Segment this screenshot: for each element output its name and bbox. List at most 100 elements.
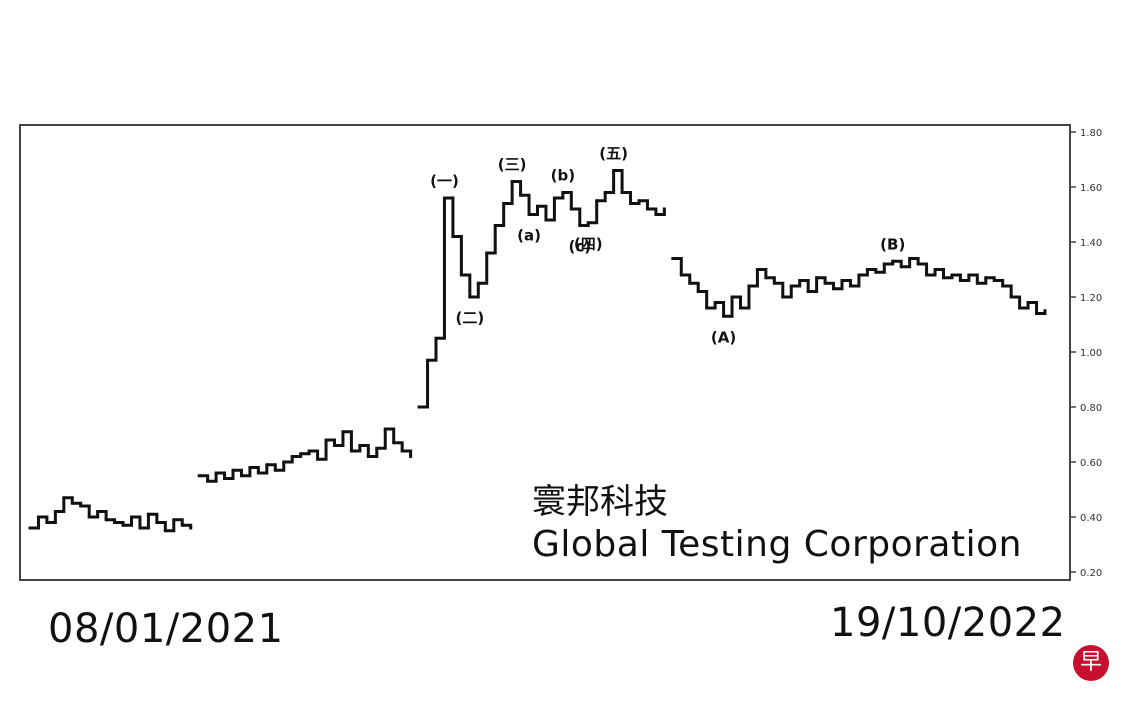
price-segment bbox=[46, 511, 57, 524]
price-point bbox=[366, 455, 370, 458]
price-point bbox=[409, 455, 413, 458]
price-point bbox=[155, 521, 159, 524]
price-segment bbox=[774, 281, 785, 297]
y-tick-label: 0.40 bbox=[1080, 513, 1102, 524]
price-point bbox=[612, 169, 616, 172]
price-segment bbox=[63, 496, 74, 504]
price-point bbox=[451, 235, 455, 238]
price-point bbox=[383, 427, 387, 431]
price-point bbox=[1035, 312, 1039, 315]
price-point bbox=[417, 405, 421, 409]
y-tick-label: 1.40 bbox=[1080, 238, 1102, 249]
price-segment bbox=[613, 169, 624, 193]
price-point bbox=[172, 518, 176, 522]
price-point bbox=[121, 523, 125, 527]
price-point bbox=[341, 430, 345, 434]
price-point bbox=[713, 301, 717, 304]
stock-name-chinese: 寰邦科技 bbox=[532, 482, 668, 522]
price-point bbox=[967, 273, 971, 277]
price-point bbox=[688, 281, 692, 285]
price-point bbox=[290, 455, 294, 458]
price-segment bbox=[258, 464, 269, 475]
price-segment bbox=[782, 286, 793, 299]
price-segment bbox=[875, 264, 886, 274]
price-segment bbox=[359, 444, 370, 457]
price-segment bbox=[469, 283, 480, 299]
price-segment bbox=[139, 514, 150, 530]
price-point bbox=[493, 224, 497, 227]
price-segment bbox=[444, 196, 455, 237]
price-segment bbox=[156, 521, 167, 531]
price-segment bbox=[732, 295, 742, 308]
price-point bbox=[637, 199, 641, 203]
price-point bbox=[36, 515, 40, 519]
price-segment bbox=[55, 497, 66, 513]
price-point bbox=[333, 444, 336, 447]
price-point bbox=[950, 273, 954, 277]
price-segment bbox=[842, 279, 852, 286]
price-segment bbox=[436, 198, 446, 340]
price-point bbox=[882, 262, 886, 266]
price-point bbox=[214, 471, 218, 475]
wave-annotation: (B) bbox=[880, 235, 905, 253]
y-tick-label: 0.20 bbox=[1080, 568, 1102, 579]
price-segment bbox=[596, 192, 607, 203]
price-point bbox=[70, 501, 74, 505]
price-point bbox=[840, 279, 844, 282]
price-segment bbox=[951, 273, 962, 281]
price-segment bbox=[850, 275, 861, 288]
price-point bbox=[671, 257, 675, 260]
price-point bbox=[739, 306, 742, 310]
price-segment bbox=[241, 467, 252, 478]
price-point bbox=[434, 336, 438, 340]
price-point bbox=[180, 523, 184, 527]
y-tick-label: 0.60 bbox=[1080, 458, 1102, 469]
price-point bbox=[815, 276, 819, 280]
price-segment bbox=[655, 209, 666, 216]
price-segment bbox=[427, 338, 438, 362]
price-point bbox=[603, 191, 607, 194]
price-segment bbox=[588, 200, 599, 225]
price-point bbox=[645, 207, 649, 211]
price-point bbox=[485, 251, 489, 255]
price-point bbox=[358, 444, 362, 447]
price-segment bbox=[858, 269, 869, 277]
price-point bbox=[392, 441, 396, 445]
price-point bbox=[755, 268, 759, 271]
price-segment bbox=[38, 515, 49, 523]
plot-frame bbox=[19, 124, 1071, 581]
price-segment bbox=[765, 276, 776, 284]
price-point bbox=[1026, 301, 1030, 304]
price-segment bbox=[960, 275, 971, 282]
price-point bbox=[146, 512, 150, 516]
price-segment bbox=[892, 259, 903, 267]
price-point bbox=[958, 279, 962, 282]
price-point bbox=[908, 257, 912, 260]
wave-annotation: (A) bbox=[711, 328, 736, 346]
price-segment bbox=[207, 473, 218, 483]
price-point bbox=[992, 279, 996, 282]
price-segment bbox=[452, 235, 463, 275]
price-segment bbox=[681, 273, 692, 284]
price-point bbox=[375, 446, 379, 450]
price-segment bbox=[816, 276, 827, 284]
price-point bbox=[28, 526, 32, 530]
price-segment bbox=[926, 269, 937, 277]
price-segment bbox=[740, 286, 751, 310]
price-point bbox=[899, 265, 903, 269]
price-segment bbox=[89, 511, 100, 519]
price-segment bbox=[249, 466, 260, 473]
price-point bbox=[130, 515, 133, 519]
price-segment bbox=[977, 277, 988, 285]
wave-annotation: (c) bbox=[568, 238, 591, 256]
price-segment bbox=[309, 449, 320, 460]
wave-annotation: (三) bbox=[498, 156, 527, 174]
price-segment bbox=[1002, 284, 1013, 297]
price-point bbox=[789, 284, 793, 288]
price-segment bbox=[791, 280, 802, 288]
y-tick-label: 1.60 bbox=[1080, 183, 1102, 194]
wave-annotation: (四) bbox=[574, 235, 603, 253]
end-date-label: 19/10/2022 bbox=[830, 600, 1066, 646]
price-segment bbox=[647, 207, 658, 215]
price-point bbox=[925, 273, 929, 277]
